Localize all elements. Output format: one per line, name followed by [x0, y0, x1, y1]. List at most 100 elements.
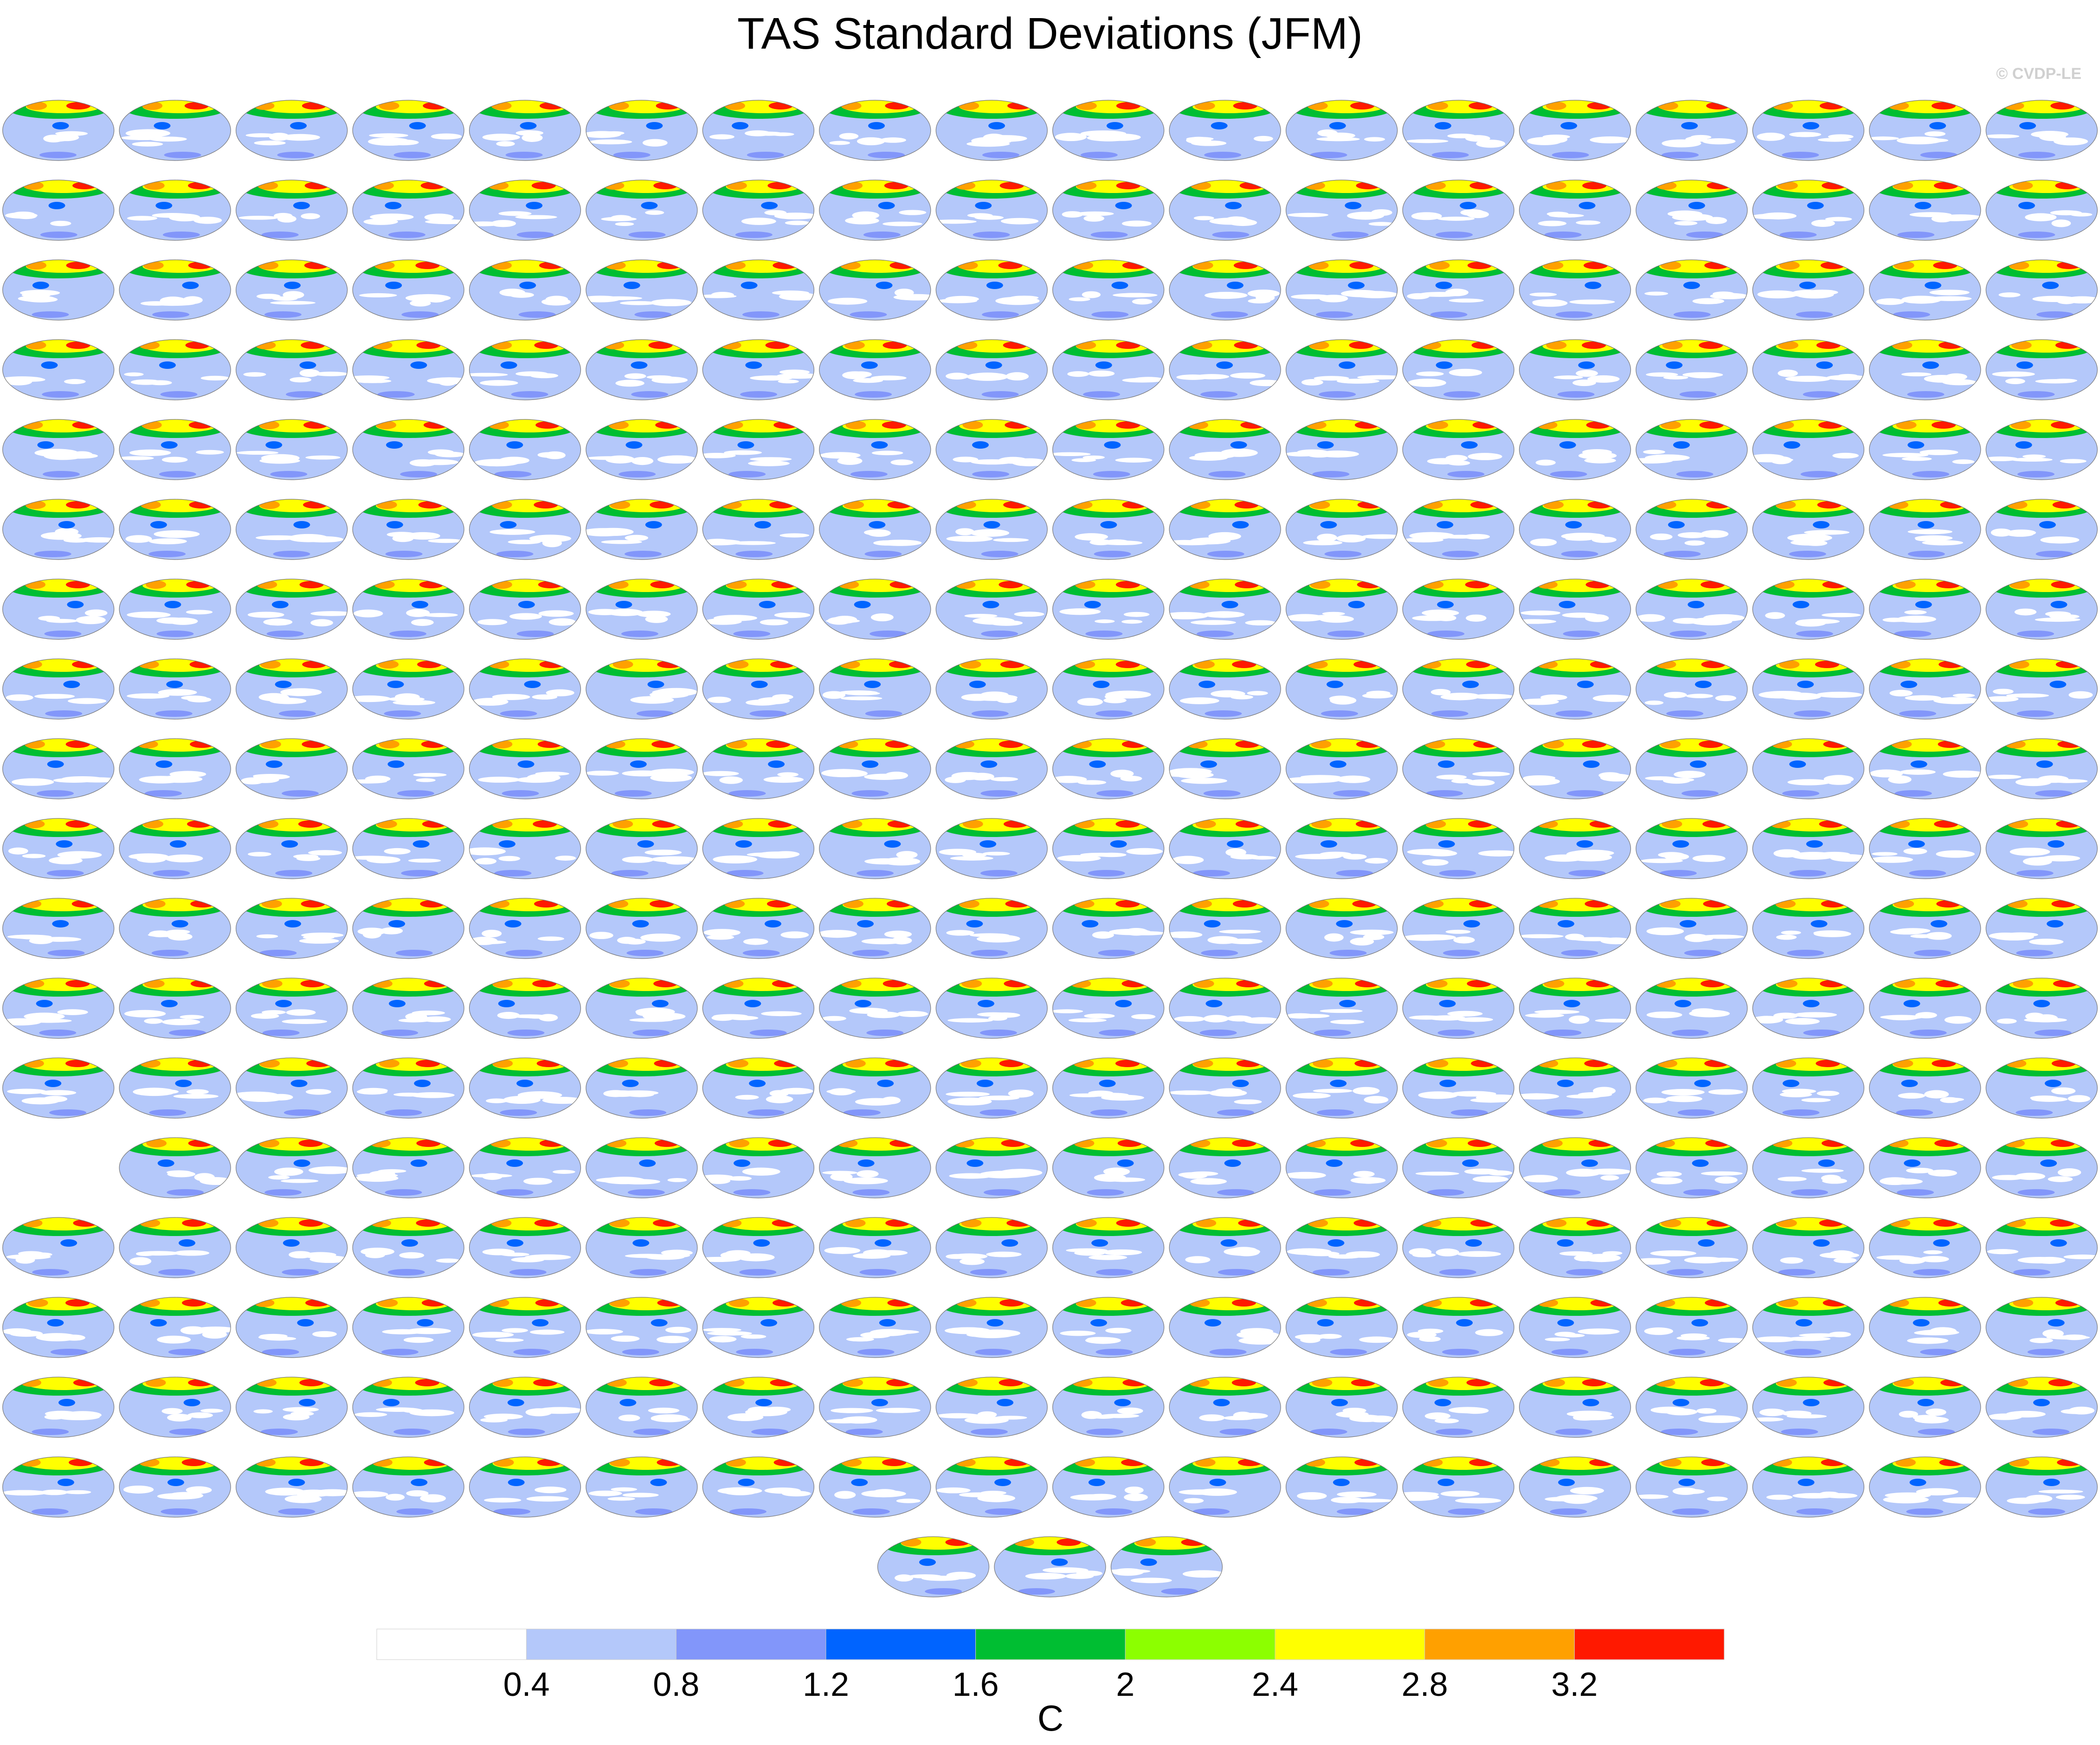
low-variability-patch [1673, 618, 1702, 624]
low-variability-patch [1301, 379, 1323, 386]
low-variability-patch [1120, 775, 1142, 782]
low-variability-patch [1992, 371, 2035, 377]
low-variability-patch [772, 694, 793, 700]
map-panel [1402, 658, 1514, 720]
map-panel [819, 180, 931, 241]
map-outline [586, 818, 698, 879]
low-variability-patch [2005, 378, 2025, 384]
low-variability-patch [1057, 855, 1101, 862]
low-variability-patch [532, 694, 558, 700]
mid-variability-patch [299, 361, 316, 369]
low-variability-patch [750, 375, 793, 381]
low-variability-patch [1897, 615, 1936, 623]
low-variability-patch [1132, 298, 1153, 305]
low-variability-patch [1303, 540, 1343, 546]
mid-variability-patch [1205, 710, 1242, 717]
low-variability-patch [652, 689, 675, 695]
low-variability-patch [1760, 212, 1797, 219]
low-variability-patch [946, 373, 969, 380]
mid-variability-patch [502, 790, 539, 797]
map-outline [352, 499, 464, 560]
mid-variability-patch [737, 441, 754, 449]
mid-variability-patch [1216, 361, 1233, 369]
mid-variability-patch [636, 710, 674, 717]
map-panel [2, 419, 115, 480]
mid-variability-patch [409, 122, 426, 129]
map-outline [819, 419, 931, 480]
map-outline [119, 419, 231, 480]
map-panel [819, 100, 931, 161]
map-outline [1985, 419, 2098, 480]
mid-variability-patch [741, 282, 758, 289]
mid-variability-patch [500, 521, 517, 528]
low-variability-patch [1832, 452, 1859, 459]
map-outline [2, 339, 115, 400]
mid-variability-patch [988, 122, 1005, 129]
low-variability-patch [1600, 773, 1631, 782]
mid-variability-patch [980, 790, 1018, 797]
mid-variability-patch [861, 361, 878, 369]
low-variability-patch [367, 856, 400, 863]
mid-variability-patch [1565, 521, 1582, 528]
high-variability-patch [1115, 820, 1140, 828]
low-variability-patch [256, 535, 301, 541]
map-outline [1052, 259, 1165, 321]
map-panel [935, 818, 1048, 879]
map-panel [469, 100, 581, 161]
low-variability-patch [1706, 217, 1727, 224]
map-panel [1286, 419, 1398, 480]
low-variability-patch [779, 292, 814, 301]
map-panel [1286, 180, 1398, 241]
map-outline [1636, 339, 1748, 400]
map-outline [469, 100, 581, 161]
mid-variability-patch [1427, 631, 1465, 637]
low-variability-patch [2051, 779, 2088, 783]
map-panel [1402, 579, 1514, 640]
low-variability-patch [380, 929, 399, 934]
low-variability-patch [299, 369, 320, 377]
low-variability-patch [1565, 537, 1594, 541]
low-variability-patch [2032, 296, 2077, 303]
low-variability-patch [1121, 619, 1143, 624]
map-outline [1052, 100, 1165, 161]
mid-variability-patch [1442, 551, 1479, 557]
high-variability-patch [612, 820, 633, 828]
map-panel [1402, 180, 1514, 241]
mid-variability-patch [397, 790, 434, 797]
low-variability-patch [1319, 295, 1348, 303]
map-panel [1519, 339, 1631, 400]
mid-variability-patch [972, 441, 989, 449]
map-outline [352, 658, 464, 720]
low-variability-patch [1460, 209, 1485, 216]
mid-variability-patch [850, 311, 887, 318]
map-panel [236, 180, 348, 241]
low-variability-patch [129, 449, 171, 456]
low-variability-patch [1701, 530, 1729, 538]
low-variability-patch [151, 301, 195, 306]
low-variability-patch [1248, 298, 1271, 304]
low-variability-patch [1067, 371, 1089, 377]
low-variability-patch [871, 451, 903, 456]
low-variability-patch [1082, 291, 1101, 298]
mid-variability-patch [2019, 122, 2036, 129]
map-panel [119, 818, 231, 879]
low-variability-patch [6, 694, 33, 701]
mid-variability-patch [166, 681, 183, 688]
map-panel [1169, 339, 1281, 400]
map-outline [1169, 419, 1281, 480]
low-variability-patch [416, 778, 436, 782]
mid-variability-patch [1094, 551, 1131, 557]
low-variability-patch [168, 617, 198, 625]
low-variability-patch [1591, 536, 1617, 543]
high-variability-patch [998, 262, 1023, 269]
low-variability-patch [1582, 449, 1612, 456]
map-outline [236, 100, 348, 161]
map-outline [352, 818, 464, 879]
map-outline [1402, 419, 1514, 480]
map-outline [2, 818, 115, 879]
map-outline [1519, 738, 1631, 799]
low-variability-patch [1191, 140, 1227, 146]
low-variability-patch [1826, 779, 1851, 785]
low-variability-patch [1636, 614, 1665, 622]
mid-variability-patch [1782, 152, 1819, 158]
